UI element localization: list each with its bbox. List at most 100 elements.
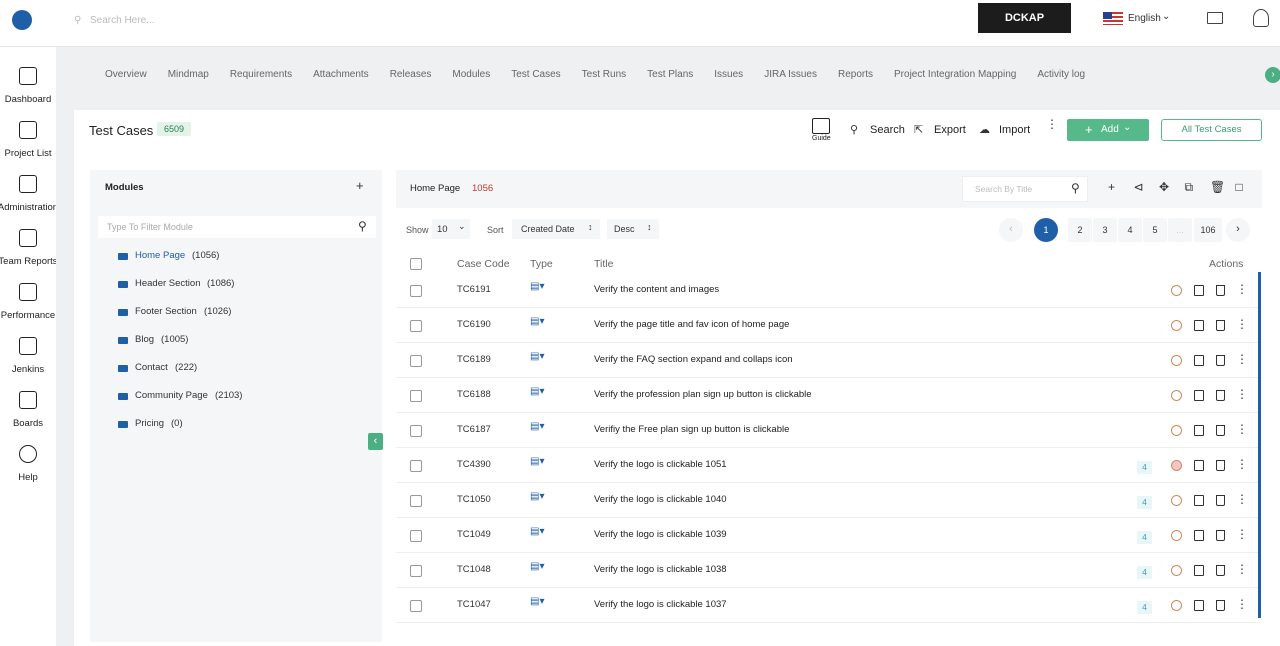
case-code[interactable]: TC6188 — [457, 389, 491, 400]
case-title[interactable]: Verify the profession plan sign up butto… — [594, 389, 812, 400]
status-icon[interactable] — [1171, 530, 1182, 541]
add-button[interactable]: + Add ⌄ — [1067, 119, 1149, 141]
delete-icon[interactable] — [1216, 460, 1225, 471]
status-icon[interactable] — [1171, 600, 1182, 611]
page-number[interactable]: ... — [1168, 218, 1192, 242]
status-icon[interactable] — [1171, 565, 1182, 576]
guide-icon[interactable] — [812, 118, 830, 134]
nav-icon[interactable] — [19, 445, 37, 463]
tab[interactable]: Reports — [838, 69, 874, 80]
nav-icon[interactable] — [19, 121, 37, 139]
type-icon[interactable]: ▤▾ — [530, 351, 545, 362]
add-module[interactable]: + — [356, 178, 364, 193]
case-title[interactable]: Verify the FAQ section expand and collap… — [594, 354, 793, 365]
module-filter[interactable]: Type To Filter Module ⚲ — [98, 216, 376, 238]
guide-label[interactable]: Guide — [812, 135, 831, 142]
order-select[interactable]: Desc ↕ — [607, 219, 659, 239]
row-checkbox[interactable] — [410, 285, 422, 297]
delete-icon[interactable] — [1216, 600, 1225, 611]
copy-icon[interactable] — [1194, 530, 1204, 541]
case-title[interactable]: Verify the page title and fav icon of ho… — [594, 319, 790, 330]
status-icon[interactable] — [1171, 320, 1182, 331]
tab[interactable]: Requirements — [229, 69, 293, 80]
row-menu[interactable]: ⋮ — [1236, 492, 1248, 506]
type-icon[interactable]: ▤▾ — [530, 421, 545, 432]
link-count[interactable]: 4 — [1137, 531, 1152, 544]
case-title[interactable]: Verify the logo is clickable 1037 — [594, 599, 727, 610]
delete-icon[interactable] — [1216, 355, 1225, 366]
toolbar-icon[interactable]: □ — [1235, 180, 1243, 194]
copy-icon[interactable] — [1194, 565, 1204, 576]
nav-label[interactable]: Team Reports — [0, 256, 56, 267]
page-number[interactable]: 4 — [1118, 218, 1142, 242]
type-icon[interactable]: ▤▾ — [530, 526, 545, 537]
case-code[interactable]: TC4390 — [457, 459, 491, 470]
delete-icon[interactable] — [1216, 495, 1225, 506]
toolbar-icon[interactable]: 🗑 — [1210, 180, 1226, 194]
status-icon[interactable] — [1171, 460, 1182, 471]
type-icon[interactable]: ▤▾ — [530, 596, 545, 607]
delete-icon[interactable] — [1216, 530, 1225, 541]
collapse-panel[interactable]: ‹ — [368, 433, 383, 450]
delete-icon[interactable] — [1216, 425, 1225, 436]
nav-label[interactable]: Project List — [4, 148, 52, 159]
row-menu[interactable]: ⋮ — [1236, 562, 1248, 576]
import-button[interactable]: Import — [999, 124, 1031, 136]
more-icon[interactable]: ⋮ — [1046, 117, 1058, 131]
type-icon[interactable]: ▤▾ — [530, 561, 545, 572]
row-checkbox[interactable] — [410, 460, 422, 472]
nav-label[interactable]: Help — [18, 472, 38, 483]
type-icon[interactable]: ▤▾ — [530, 316, 545, 327]
language[interactable]: English — [1128, 13, 1161, 24]
delete-icon[interactable] — [1216, 390, 1225, 401]
case-code[interactable]: TC6191 — [457, 284, 491, 295]
link-count[interactable]: 4 — [1137, 496, 1152, 509]
all-test-cases[interactable]: All Test Cases — [1161, 119, 1262, 141]
tab[interactable]: Attachments — [313, 69, 369, 80]
module-name[interactable]: Blog — [135, 334, 155, 345]
tab[interactable]: Activity log — [1037, 69, 1086, 80]
page-number[interactable]: 5 — [1143, 218, 1167, 242]
tab[interactable]: Test Plans — [647, 69, 694, 80]
type-icon[interactable]: ▤▾ — [530, 386, 545, 397]
page-number[interactable]: 106 — [1194, 218, 1222, 242]
toolbar-icon[interactable]: ✥ — [1159, 180, 1170, 194]
tab[interactable]: Test Cases — [511, 69, 561, 80]
row-menu[interactable]: ⋮ — [1236, 597, 1248, 611]
title-search[interactable]: Search By Title ⚲ — [962, 176, 1088, 202]
row-menu[interactable]: ⋮ — [1236, 457, 1248, 471]
tab[interactable]: Mindmap — [167, 69, 209, 80]
case-code[interactable]: TC6190 — [457, 319, 491, 330]
nav-label[interactable]: Dashboard — [4, 94, 52, 105]
copy-icon[interactable] — [1194, 600, 1204, 611]
mail-icon[interactable] — [1207, 12, 1223, 24]
status-icon[interactable] — [1171, 390, 1182, 401]
case-code[interactable]: TC6189 — [457, 354, 491, 365]
tab[interactable]: Modules — [452, 69, 491, 80]
brand[interactable]: DCKAP — [978, 3, 1071, 33]
nav-icon[interactable] — [19, 391, 37, 409]
status-icon[interactable] — [1171, 355, 1182, 366]
tab[interactable]: Test Runs — [581, 69, 627, 80]
copy-icon[interactable] — [1194, 285, 1204, 296]
row-checkbox[interactable] — [410, 425, 422, 437]
page-number[interactable]: 1 — [1034, 218, 1058, 242]
tab[interactable]: Issues — [714, 69, 744, 80]
module-name[interactable]: Footer Section — [135, 306, 197, 317]
nav-label[interactable]: Jenkins — [11, 364, 45, 375]
link-count[interactable]: 4 — [1137, 601, 1152, 614]
row-menu[interactable]: ⋮ — [1236, 282, 1248, 296]
toolbar-icon[interactable]: ⊲ — [1133, 180, 1144, 194]
status-icon[interactable] — [1171, 495, 1182, 506]
row-checkbox[interactable] — [410, 355, 422, 367]
case-title[interactable]: Verify the content and images — [594, 284, 720, 295]
module-name[interactable]: Pricing — [135, 418, 165, 429]
tab[interactable]: Project Integration Mapping — [894, 69, 1017, 80]
link-count[interactable]: 4 — [1137, 461, 1152, 474]
case-code[interactable]: TC1049 — [457, 529, 491, 540]
module-name[interactable]: Header Section — [135, 278, 201, 289]
case-code[interactable]: TC1050 — [457, 494, 491, 505]
delete-icon[interactable] — [1216, 565, 1225, 576]
status-icon[interactable] — [1171, 425, 1182, 436]
nav-label[interactable]: Administration — [0, 202, 56, 213]
